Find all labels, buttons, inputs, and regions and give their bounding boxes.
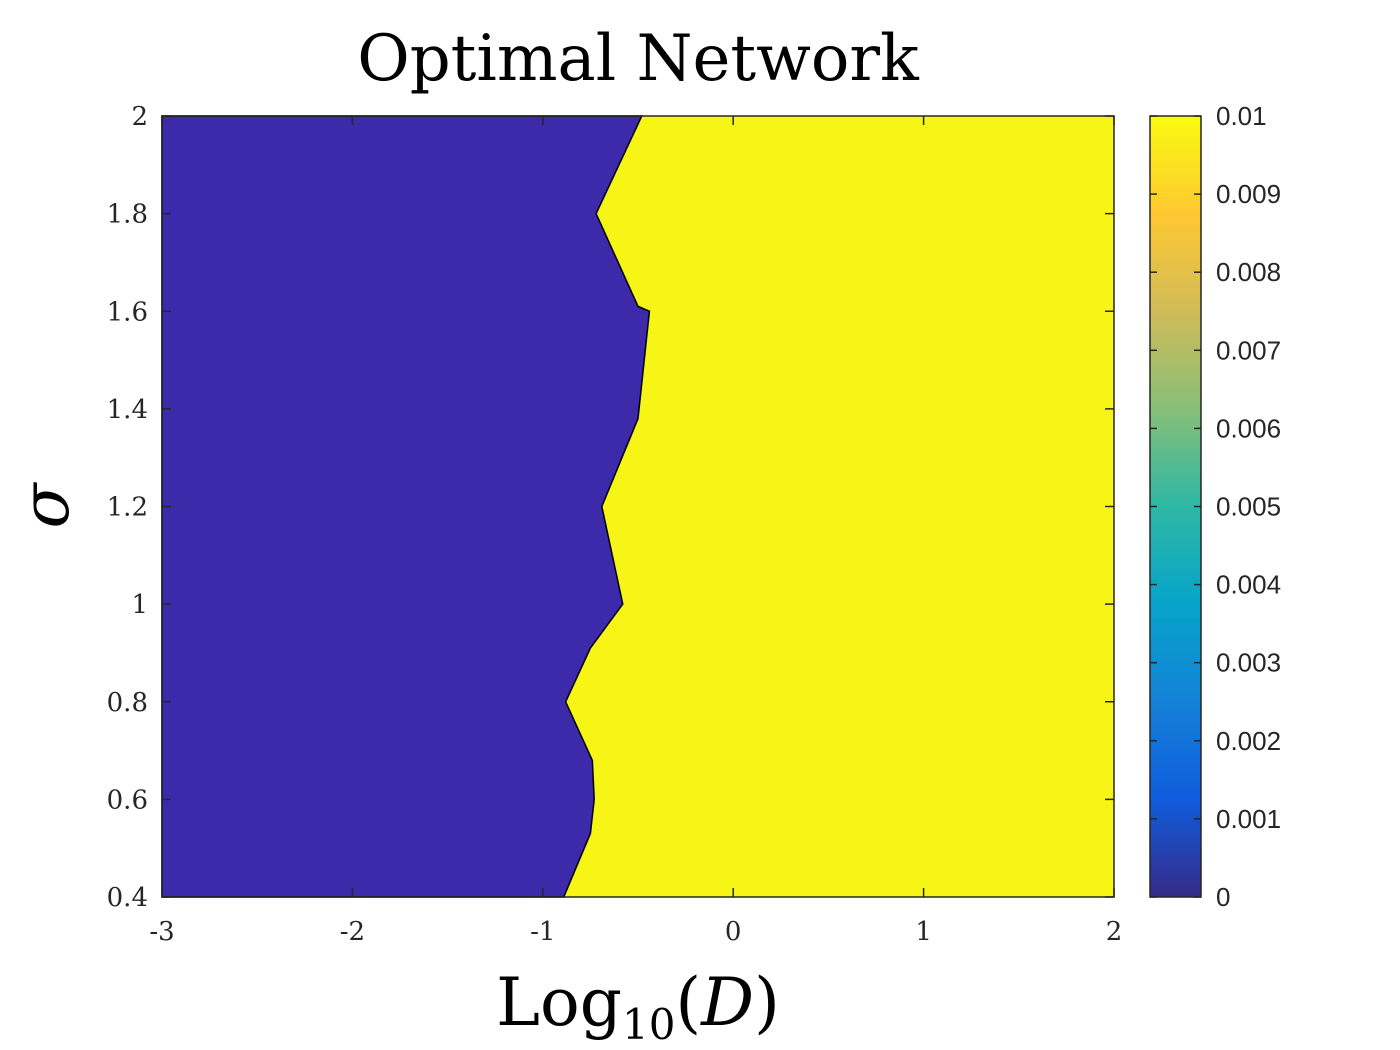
svg-text:Log10(D): Log10(D) [496,964,780,1049]
colorbar-ticks: 0 0.001 0.002 0.003 0.004 0.005 0.006 0.007 0.00… [1150,101,1281,912]
region-value-0 [161,115,651,898]
colorbar-tick-label: 0.009 [1216,179,1281,209]
y-tick-label: 0.6 [107,785,148,815]
x-axis-label: Log10(D) [496,964,780,1049]
colorbar-gradient [1149,115,1202,898]
colorbar-tick-label: 0.003 [1216,648,1281,678]
plot-area: -3 -2 -1 0 1 2 0.4 0.6 0.8 1 1.2 1.4 1.6 1.8 2 [107,102,1123,947]
colorbar-tick-label: 0 [1216,882,1230,912]
y-axis-label: σ [7,482,84,529]
x-tick-label: 0 [725,917,742,947]
y-tick-label: 0.4 [107,883,148,913]
y-tick-label: 1.4 [107,395,148,425]
y-tick-label: 0.8 [107,688,148,718]
x-axis-ticks: -3 -2 -1 0 1 2 [149,116,1122,947]
y-tick-label: 1.2 [107,493,148,523]
colorbar: 0 0.001 0.002 0.003 0.004 0.005 0.006 0.007 0.00… [1149,101,1281,912]
x-tick-label: 2 [1106,917,1123,947]
y-tick-label: 1 [131,590,148,620]
colorbar-tick-label: 0.005 [1216,492,1281,522]
y-tick-label: 1.8 [107,200,148,230]
chart-title: Optimal Network [357,22,920,96]
y-tick-label: 1.6 [107,297,148,327]
x-tick-label: 1 [915,917,932,947]
colorbar-tick-label: 0.001 [1216,804,1281,834]
colorbar-tick-label: 0.007 [1216,335,1281,365]
colorbar-tick-label: 0.01 [1216,101,1267,131]
colorbar-tick-label: 0.002 [1216,726,1281,756]
x-tick-label: -1 [530,917,555,947]
y-tick-label: 2 [131,102,148,132]
y-axis-ticks: 0.4 0.6 0.8 1 1.2 1.4 1.6 1.8 2 [107,102,1114,913]
x-tick-label: -2 [340,917,365,947]
colorbar-tick-label: 0.006 [1216,413,1281,443]
colorbar-tick-label: 0.008 [1216,257,1281,287]
x-tick-label: -3 [149,917,174,947]
colorbar-tick-label: 0.004 [1216,570,1281,600]
